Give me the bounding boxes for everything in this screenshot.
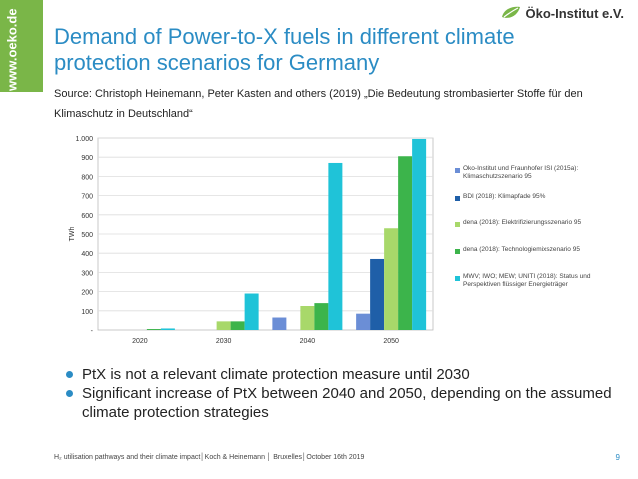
bullet-item: Significant increase of PtX between 2040…	[64, 384, 624, 422]
leaf-icon	[501, 6, 520, 18]
legend-swatch	[455, 249, 460, 254]
oeko-institut-logo: Öko-Institut e.V.	[500, 5, 624, 21]
bar-2030-series-5	[244, 293, 259, 330]
ptx-demand-chart: - 100 200 300 400 500 600 700 800 900 1.000 TWh 2020…	[69, 136, 591, 345]
bar-2050-series-3	[384, 228, 399, 330]
legend-entry-wrapper: dena (2018): Technologiemixszenario 95	[463, 246, 580, 253]
sidebar-green-bar: www.oeko.de	[0, 0, 43, 92]
y-tick-label: 400	[81, 251, 93, 258]
bar-2030-series-3	[216, 321, 231, 330]
legend-swatch	[455, 222, 460, 227]
legend-entry: MWV; IWO; MEW; UNITI (2018): Status und …	[463, 273, 591, 288]
legend-swatch	[455, 168, 460, 173]
legend-entry: BDI (2018): Klimapfade 95%	[463, 193, 546, 200]
legend-swatch	[455, 276, 460, 281]
bar-2050-series-4	[398, 156, 413, 330]
y-tick-label: 600	[81, 213, 93, 220]
y-tick-label: -	[91, 328, 94, 335]
x-tick-label: 2050	[383, 338, 399, 345]
slide-title: Demand of Power-to-X fuels in different …	[54, 24, 515, 75]
y-tick-label: 500	[81, 232, 93, 239]
bar-2020-series-5	[160, 328, 175, 330]
legend-entry: dena (2018): Technologiemixszenario 95	[463, 246, 580, 253]
bar-2030-series-4	[230, 321, 245, 330]
y-tick-label: 300	[81, 270, 93, 277]
bullet-list: PtX is not a relevant climate protection…	[64, 365, 624, 422]
sidebar: www.oeko.de	[0, 0, 43, 479]
y-axis-label: TWh	[69, 227, 76, 242]
bar-2050-series-5	[412, 138, 427, 330]
website-url[interactable]: www.oeko.de	[4, 8, 20, 92]
footer-text: H₂ utilisation pathways and their climat…	[54, 454, 365, 461]
y-tick-label: 800	[81, 174, 93, 181]
legend-entry: Öko-Institut und Fraunhofer ISI (2015a):…	[463, 165, 579, 180]
y-tick-label: 700	[81, 194, 93, 201]
y-tick-label: 200	[81, 290, 93, 297]
legend-entry-wrapper: dena (2018): Elektrifizierungsszenario 9…	[463, 219, 582, 226]
y-tick-label: 1.000	[75, 136, 93, 143]
y-tick-label: 900	[81, 155, 93, 162]
y-tick-label: 100	[81, 309, 93, 316]
x-tick-label: 2030	[216, 338, 232, 345]
bar-2050-series-2	[370, 258, 385, 330]
legend-entry-wrapper: Öko-Institut und Fraunhofer ISI (2015a):…	[463, 165, 579, 180]
legend-entry: dena (2018): Elektrifizierungsszenario 9…	[463, 219, 582, 226]
legend-swatch	[455, 196, 460, 201]
legend-entry-wrapper: MWV; IWO; MEW; UNITI (2018): Status und …	[463, 273, 591, 288]
bar-2040-series-4	[314, 303, 329, 330]
x-tick-label: 2040	[300, 338, 316, 345]
bar-2050-series-1	[356, 313, 371, 330]
page-number: 9	[615, 453, 620, 462]
x-tick-label: 2020	[132, 338, 148, 345]
bar-2020-series-4	[146, 329, 161, 330]
legend-entry-wrapper: BDI (2018): Klimapfade 95%	[463, 193, 546, 200]
bullet-item: PtX is not a relevant climate protection…	[64, 365, 624, 384]
bar-2040-series-1	[272, 317, 287, 330]
logo-text: Öko-Institut e.V.	[525, 5, 624, 21]
bar-2040-series-5	[328, 162, 343, 330]
source-citation: Source: Christoph Heinemann, Peter Kaste…	[54, 88, 583, 120]
bar-2040-series-3	[300, 306, 315, 330]
